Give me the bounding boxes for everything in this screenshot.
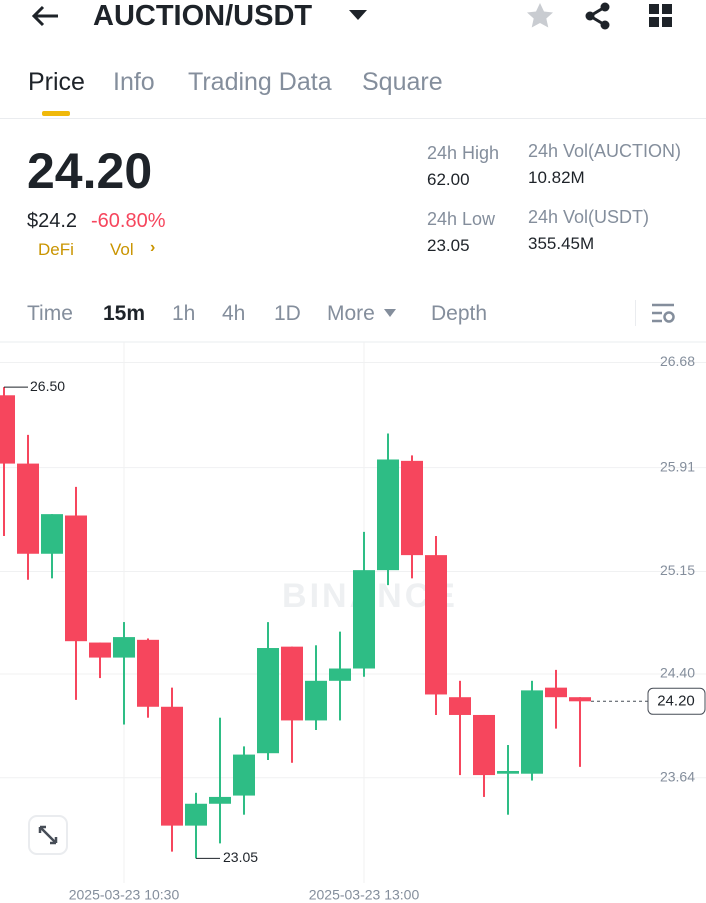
divider [635, 300, 636, 326]
interval[interactable]: 4h [222, 302, 246, 325]
tag[interactable]: DeFi [38, 240, 74, 259]
interval[interactable]: 15m [103, 302, 146, 325]
interval[interactable]: More [327, 302, 375, 325]
settings-icon[interactable] [650, 302, 676, 324]
stat-label: 24h Low [427, 209, 496, 229]
candle-body [209, 796, 231, 804]
x-tick-label: 2025-03-23 10:30 [69, 887, 180, 903]
tab[interactable]: Trading Data [188, 68, 332, 96]
last-price-box [647, 687, 706, 715]
stat-value: 62.00 [427, 170, 470, 189]
share-icon[interactable] [584, 2, 612, 30]
candle-body [545, 687, 567, 698]
price-change: -60.80% [91, 210, 166, 232]
candle-body [497, 770, 519, 774]
candle-body [41, 514, 63, 554]
candle-body [0, 395, 15, 464]
stat-label: 24h Vol(USDT) [528, 207, 650, 227]
candle-body [65, 515, 87, 642]
candle-body [281, 646, 303, 721]
back-icon[interactable] [30, 4, 62, 28]
candle-body [449, 697, 471, 715]
stat-label: 24h High [427, 143, 500, 163]
candle-body [473, 714, 495, 776]
candle-body [521, 690, 543, 774]
pair-title[interactable]: AUCTION/USDT [93, 0, 313, 32]
low-marker-label: 23.05 [223, 849, 258, 865]
dropdown-icon[interactable] [348, 8, 368, 22]
grid-icon[interactable] [648, 3, 674, 29]
candle-body [89, 642, 111, 658]
tab[interactable]: Square [362, 68, 443, 96]
candle-body [113, 637, 135, 658]
stat-value: 355.45M [528, 234, 595, 253]
y-tick-label: 24.40 [660, 665, 695, 681]
tab-indicator [42, 111, 70, 116]
candle-body [233, 754, 255, 796]
usd-price: $24.2 [27, 210, 78, 232]
last-price: 24.20 [27, 143, 153, 199]
candle-body [161, 706, 183, 826]
dropdown-icon[interactable] [383, 308, 397, 318]
candle-body [137, 639, 159, 707]
candle-body [17, 463, 39, 554]
x-tick-label: 2025-03-23 13:00 [309, 887, 420, 903]
y-tick-label: 23.64 [660, 769, 695, 785]
candle-body [353, 570, 375, 669]
chevron[interactable]: › [150, 239, 156, 256]
stat-value: 10.82M [528, 168, 585, 187]
expand-button[interactable] [28, 815, 68, 855]
interval[interactable]: Time [27, 302, 73, 325]
tab[interactable]: Price [28, 68, 85, 96]
stat-label: 24h Vol(AUCTION) [528, 141, 682, 161]
candle-body [425, 555, 447, 695]
high-marker-label: 26.50 [30, 378, 65, 394]
star-icon[interactable] [526, 2, 554, 30]
interval[interactable]: 1D [274, 302, 301, 325]
stat-value: 23.05 [427, 236, 470, 255]
y-tick-label: 26.68 [660, 353, 695, 369]
candle-body [185, 803, 207, 826]
candle-body [569, 697, 591, 702]
last-price-label: 24.20 [657, 692, 695, 709]
tag[interactable]: Vol [110, 240, 134, 259]
tab[interactable]: Info [113, 68, 155, 96]
y-tick-label: 25.15 [660, 562, 695, 578]
candle-body [257, 648, 279, 754]
interval[interactable]: Depth [431, 302, 488, 325]
y-tick-label: 25.91 [660, 458, 695, 474]
candle-body [377, 459, 399, 571]
candle-body [401, 460, 423, 556]
interval[interactable]: 1h [172, 302, 196, 325]
candle-body [329, 668, 351, 681]
candle-body [305, 680, 327, 721]
divider [0, 118, 706, 119]
